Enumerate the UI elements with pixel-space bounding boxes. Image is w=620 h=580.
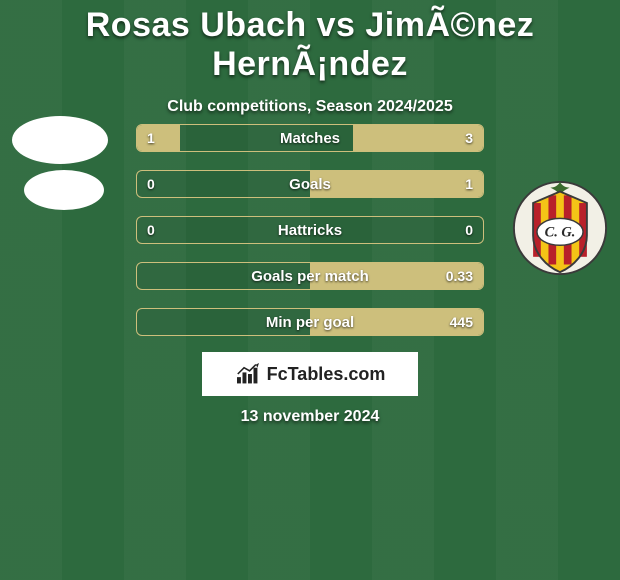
stat-label: Goals: [289, 176, 331, 193]
svg-text:C. G.: C. G.: [545, 225, 576, 241]
bar-fill-right: [310, 171, 483, 197]
branding-text: FcTables.com: [267, 364, 386, 385]
stat-value-left: 1: [147, 125, 155, 151]
branding-badge[interactable]: FcTables.com: [202, 352, 418, 396]
stat-value-right: 3: [465, 125, 473, 151]
subtitle: Club competitions, Season 2024/2025: [0, 98, 620, 116]
crest-left: [12, 152, 108, 248]
chart-icon: [235, 363, 261, 385]
stat-row: Min per goal 445: [136, 308, 484, 336]
stat-value-right: 0.33: [446, 263, 473, 289]
stat-value-right: 1: [465, 171, 473, 197]
placeholder-icon: [24, 170, 104, 210]
stat-value-left: 0: [147, 171, 155, 197]
placeholder-icon: [12, 116, 108, 164]
club-crest-icon: C. G.: [512, 180, 608, 276]
stat-label: Hattricks: [278, 222, 342, 239]
date-text: 13 november 2024: [0, 408, 620, 426]
stat-row: 0 Hattricks 0: [136, 216, 484, 244]
stat-row: Goals per match 0.33: [136, 262, 484, 290]
bar-fill-right: [353, 125, 483, 151]
stat-value-right: 0: [465, 217, 473, 243]
stat-value-right: 445: [450, 309, 473, 335]
stat-row: 1 Matches 3: [136, 124, 484, 152]
crest-right: C. G.: [512, 180, 608, 276]
stat-label: Matches: [280, 130, 340, 147]
stat-label: Min per goal: [266, 314, 354, 331]
stat-label: Goals per match: [251, 268, 369, 285]
stat-row: 0 Goals 1: [136, 170, 484, 198]
page-title: Rosas Ubach vs JimÃ©nez HernÃ¡ndez: [0, 0, 620, 84]
bar-fill-left: [137, 125, 180, 151]
stats-rows: 1 Matches 3 0 Goals 1 0 Hattricks 0 Goals per mat…: [136, 124, 484, 336]
stat-value-left: 0: [147, 217, 155, 243]
